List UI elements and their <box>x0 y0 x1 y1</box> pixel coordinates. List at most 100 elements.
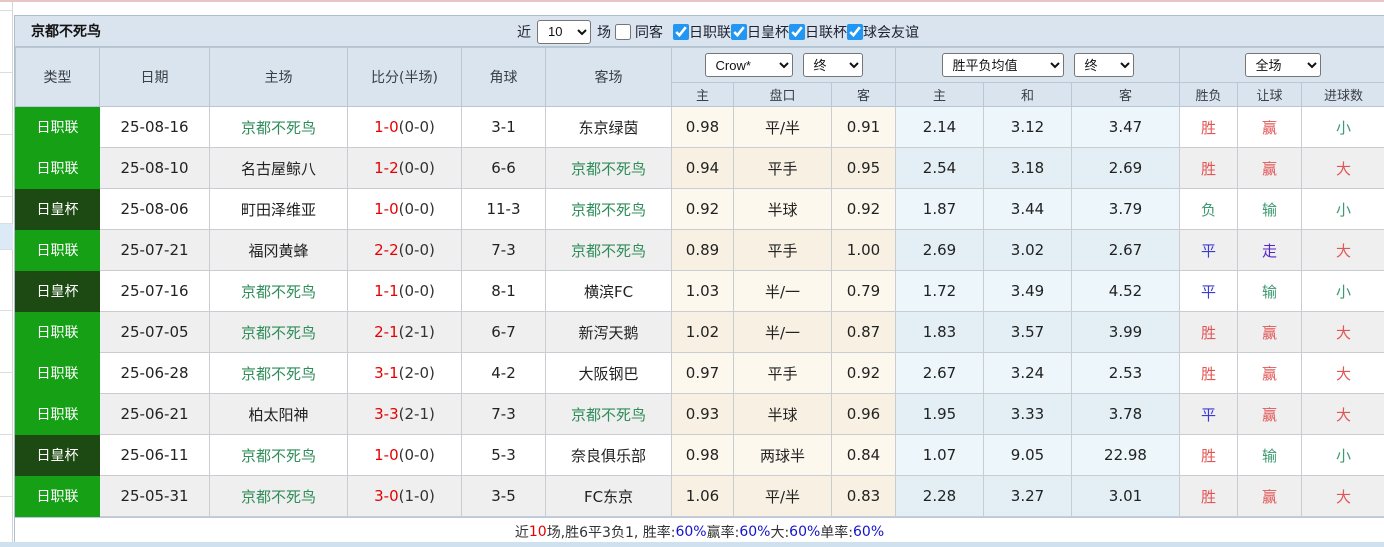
corner-cell: 11-3 <box>461 188 546 230</box>
away-team-link[interactable]: 东京绿茵 <box>545 106 672 148</box>
highlighted-row-edge <box>0 224 13 249</box>
result-wdl: 胜 <box>1179 311 1239 353</box>
avg-home-odds: 1.87 <box>895 188 984 230</box>
avg-away-odds: 2.67 <box>1070 229 1181 271</box>
date-cell: 25-07-05 <box>99 311 210 353</box>
avg-home-odds: 2.67 <box>895 352 984 394</box>
average-select[interactable]: 胜平负均值 <box>941 53 1064 77</box>
summary-text-part: 大: <box>770 524 790 541</box>
avg-draw-odds: 3.44 <box>983 188 1072 230</box>
league-checkbox[interactable] <box>731 23 747 40</box>
halftime-score: (0-0) <box>398 200 435 218</box>
table-row: 日皇杯 25-07-16 京都不死鸟 1-1(0-0) 8-1 横滨FC 1.03 半/一 0.… <box>15 270 1384 312</box>
home-team-link[interactable]: 町田泽维亚 <box>209 188 348 230</box>
away-team-link[interactable]: 横滨FC <box>545 270 672 312</box>
handicap-line: 半球 <box>733 393 832 435</box>
away-team-link[interactable]: 京都不死鸟 <box>545 147 672 189</box>
home-team-link[interactable]: 京都不死鸟 <box>209 475 348 517</box>
avg-away-odds: 4.52 <box>1070 270 1181 312</box>
result-wdl: 平 <box>1179 393 1239 435</box>
score-cell: 1-0(0-0) <box>347 106 462 148</box>
result-goals: 大 <box>1301 229 1384 271</box>
handicap-line: 半/一 <box>733 270 832 312</box>
subheader-row: 主盘口客主和客胜负 让球 进球数 <box>16 82 1384 107</box>
league-badge: 日职联 <box>15 311 100 353</box>
result-goals: 大 <box>1301 475 1384 517</box>
league-filter: 日联杯 <box>789 22 847 42</box>
date-cell: 25-07-16 <box>99 270 210 312</box>
table-row: 日职联 25-07-05 京都不死鸟 2-1(2-1) 6-7 新泻天鹅 1.02 半/一 0.… <box>15 311 1384 353</box>
result-group-header: 全场 <box>1179 47 1384 83</box>
away-team-link[interactable]: 京都不死鸟 <box>545 188 672 230</box>
away-team-link[interactable]: 大阪钢巴 <box>545 352 672 394</box>
away-team-link[interactable]: 奈良俱乐部 <box>545 434 672 476</box>
score-cell: 2-2(0-0) <box>347 229 462 271</box>
bookmaker-select[interactable]: Crow* <box>704 53 793 77</box>
away-team-link[interactable]: 京都不死鸟 <box>545 393 672 435</box>
adjacent-panel-edge <box>0 2 13 547</box>
home-team-link[interactable]: 柏太阳神 <box>209 393 348 435</box>
avg-home-odds: 1.07 <box>895 434 984 476</box>
scope-select[interactable]: 全场 <box>1244 53 1321 77</box>
result-wdl: 胜 <box>1179 475 1239 517</box>
fulltime-score: 2-1 <box>374 323 399 341</box>
score-cell: 1-2(0-0) <box>347 147 462 189</box>
average-time-select[interactable]: 终 <box>1073 53 1134 77</box>
avg-away-odds: 2.69 <box>1070 147 1181 189</box>
league-checkbox[interactable] <box>789 23 805 40</box>
summary-text-part: 60% <box>739 523 771 540</box>
fulltime-score: 3-1 <box>374 364 399 382</box>
fulltime-score: 3-3 <box>374 405 399 423</box>
subheader-cell-2: 客 <box>831 82 896 107</box>
handicap-away-odds: 1.00 <box>831 229 896 271</box>
halftime-score: (0-0) <box>398 446 435 464</box>
same-away-checkbox[interactable] <box>615 23 631 40</box>
league-checkbox-label: 球会友谊 <box>863 24 919 41</box>
corner-cell: 7-3 <box>461 393 546 435</box>
col-header-score: 比分(半场) <box>347 47 462 107</box>
score-cell: 1-0(0-0) <box>347 434 462 476</box>
league-badge: 日皇杯 <box>15 434 100 476</box>
home-team-link[interactable]: 京都不死鸟 <box>209 270 348 312</box>
summary-text-part: 近 <box>514 524 529 541</box>
result-wdl: 负 <box>1179 188 1239 230</box>
avg-draw-odds: 3.02 <box>983 229 1072 271</box>
handicap-line: 半/一 <box>733 311 832 353</box>
league-filter: 日皇杯 <box>731 22 789 42</box>
corner-cell: 8-1 <box>461 270 546 312</box>
avg-draw-odds: 3.57 <box>983 311 1072 353</box>
home-team-link[interactable]: 名古屋鲸八 <box>209 147 348 189</box>
halftime-score: (1-0) <box>398 487 435 505</box>
handicap-home-odds: 0.97 <box>671 352 734 394</box>
handicap-home-odds: 0.92 <box>671 188 734 230</box>
table-row: 日皇杯 25-08-06 町田泽维亚 1-0(0-0) 11-3 京都不死鸟 0.92 半球 0… <box>15 188 1384 230</box>
score-cell: 2-1(2-1) <box>347 311 462 353</box>
avg-draw-odds: 3.33 <box>983 393 1072 435</box>
home-team-link[interactable]: 京都不死鸟 <box>209 352 348 394</box>
home-team-link[interactable]: 京都不死鸟 <box>209 434 348 476</box>
halftime-score: (0-0) <box>398 118 435 136</box>
recent-count-select[interactable]: 10 <box>537 19 591 44</box>
col-header-corner: 角球 <box>461 47 546 107</box>
handicap-away-odds: 0.92 <box>831 352 896 394</box>
handicap-away-odds: 0.84 <box>831 434 896 476</box>
home-team-link[interactable]: 京都不死鸟 <box>209 311 348 353</box>
league-checkbox[interactable] <box>673 23 689 40</box>
home-team-link[interactable]: 京都不死鸟 <box>209 106 348 148</box>
table-row: 日皇杯 25-06-11 京都不死鸟 1-0(0-0) 5-3 奈良俱乐部 0.98 两球半 0… <box>15 434 1384 476</box>
handicap-home-odds: 0.94 <box>671 147 734 189</box>
league-checkbox[interactable] <box>847 23 863 40</box>
bookmaker-time-select[interactable]: 终 <box>802 53 863 77</box>
date-cell: 25-05-31 <box>99 475 210 517</box>
away-team-link[interactable]: 新泻天鹅 <box>545 311 672 353</box>
league-filter: 日职联 <box>673 22 731 42</box>
team-title: 京都不死鸟 <box>31 24 101 40</box>
league-filter-group: 日职联 日皇杯 日联杯 球会友谊 <box>673 22 919 42</box>
handicap-away-odds: 0.79 <box>831 270 896 312</box>
same-away-label: 同客 <box>635 24 663 41</box>
games-label: 场 <box>597 24 611 41</box>
away-team-link[interactable]: FC东京 <box>545 475 672 517</box>
handicap-line: 平手 <box>733 352 832 394</box>
home-team-link[interactable]: 福冈黄蜂 <box>209 229 348 271</box>
away-team-link[interactable]: 京都不死鸟 <box>545 229 672 271</box>
